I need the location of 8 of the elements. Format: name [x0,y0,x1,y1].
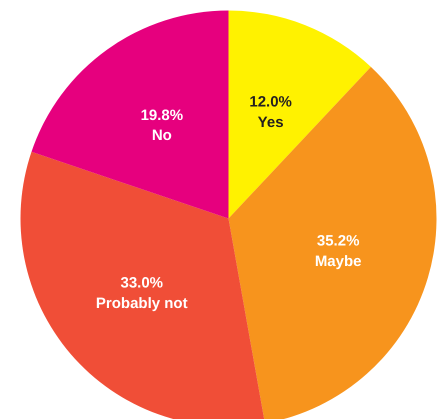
data-label: 35.2% [316,232,360,250]
data-label: 12.0% [249,93,292,110]
slice-label: Yes [258,114,284,131]
slice-label: Probably not [96,294,188,312]
slice-label: Maybe [314,252,362,270]
slice-label: No [152,127,172,144]
data-label: 19.8% [140,106,184,124]
data-label: 33.0% [120,274,164,292]
